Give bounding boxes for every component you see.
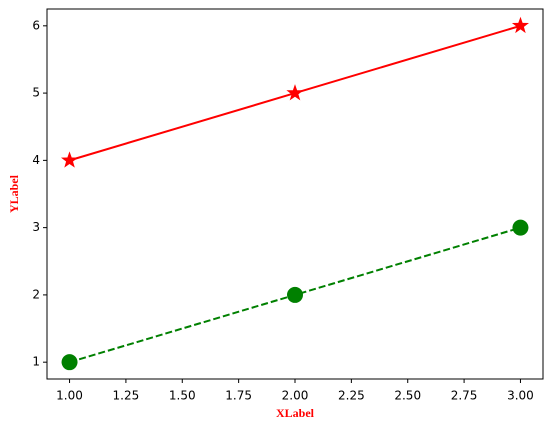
x-tick-label: 2.25 — [338, 389, 365, 403]
y-tick-label: 1 — [32, 355, 40, 369]
y-tick-label: 6 — [32, 18, 40, 32]
x-axis-label: XLabel — [276, 406, 315, 420]
x-tick-label: 3.00 — [507, 389, 534, 403]
y-tick-label: 2 — [32, 287, 40, 301]
marker — [286, 84, 304, 101]
marker — [61, 151, 79, 168]
marker — [287, 286, 303, 303]
marker — [61, 354, 78, 371]
marker — [511, 16, 529, 34]
x-tick-label: 2.00 — [282, 389, 309, 403]
y-axis-label: YLabel — [7, 174, 21, 213]
y-tick-label: 3 — [32, 220, 40, 234]
axes-frame — [46, 8, 544, 380]
x-tick-label: 1.75 — [225, 389, 252, 403]
y-tick-label: 5 — [32, 86, 40, 100]
x-tick-label: 2.75 — [451, 389, 478, 403]
x-tick-label: 1.25 — [113, 389, 140, 403]
marker — [512, 219, 529, 236]
y-tick-label: 4 — [32, 153, 40, 167]
x-tick-label: 1.50 — [169, 389, 196, 403]
x-tick-label: 1.00 — [56, 389, 83, 403]
x-tick-label: 2.50 — [394, 389, 421, 403]
